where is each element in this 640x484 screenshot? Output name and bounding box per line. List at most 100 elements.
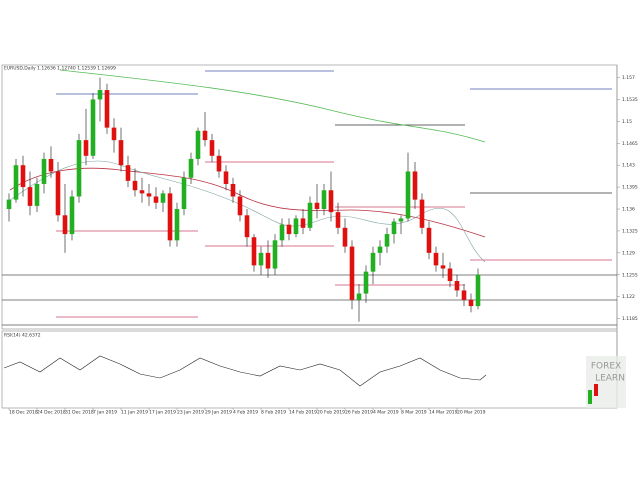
watermark-icon	[588, 390, 592, 404]
candle-body	[286, 224, 292, 235]
y-tick-label: 1.122	[622, 294, 635, 300]
candle-body	[391, 221, 397, 235]
candle-body	[230, 183, 236, 197]
x-tick-label: 4 Feb 2019	[233, 410, 258, 416]
y-tick-label: 1.1185	[622, 316, 638, 322]
moving-average	[59, 69, 486, 143]
candle-body	[377, 246, 383, 253]
candle-body	[125, 165, 131, 181]
candle-body	[279, 224, 285, 241]
candle-body	[398, 218, 404, 222]
candle-body	[167, 193, 173, 241]
candle-body	[181, 177, 187, 210]
candle-body	[314, 202, 320, 210]
candle-body	[174, 209, 180, 241]
x-tick-label: 23 Jan 2019	[177, 410, 204, 416]
candle-body	[223, 171, 229, 184]
candle-body	[475, 274, 481, 307]
candle-body	[20, 165, 26, 188]
candle-body	[349, 246, 355, 300]
candle-body	[34, 183, 40, 206]
candle-body	[153, 196, 159, 203]
candle-body	[321, 190, 327, 210]
candle-body	[440, 265, 446, 269]
candle-body	[356, 293, 362, 300]
x-tick-label: 20 Feb 2019	[317, 410, 345, 416]
y-tick-label: 1.129	[622, 250, 635, 256]
y-tick-label: 1.1325	[622, 228, 638, 234]
symbol-info: EURUSD,Daily 1.12636 1.12740 1.12539 1.1…	[4, 66, 116, 72]
candle-body	[447, 268, 453, 282]
candle-body	[258, 252, 264, 266]
candle-body	[27, 187, 33, 206]
x-tick-label: 7 Jan 2019	[93, 410, 117, 416]
candle-body	[461, 290, 467, 300]
watermark-text: LEARN	[595, 374, 625, 384]
candle-body	[363, 271, 369, 294]
x-tick-label: 4 Mar 2019	[373, 410, 399, 416]
candle-body	[328, 190, 334, 213]
y-tick-label: 1.157	[622, 75, 635, 81]
watermark-icon	[594, 384, 598, 396]
candle-body	[342, 227, 348, 247]
candle-body	[202, 130, 208, 141]
chart-window	[2, 62, 636, 414]
candle-body	[300, 218, 306, 228]
levels	[2, 70, 617, 326]
candle-body	[188, 158, 194, 178]
candle-body	[13, 165, 19, 200]
x-tick-label: 31 Dec 2018	[65, 410, 94, 416]
x-tick-label: 20 Mar 2019	[457, 410, 486, 416]
candle-body	[412, 171, 418, 200]
candle-body	[41, 158, 47, 184]
candle-body	[195, 130, 201, 159]
candle-body	[55, 171, 61, 216]
candle-body	[90, 99, 96, 156]
candle-body	[146, 193, 152, 197]
candle-body	[265, 252, 271, 269]
candle-body	[139, 190, 145, 194]
candle-body	[76, 140, 82, 197]
watermark-text: FOREX	[591, 362, 621, 372]
candle-body	[426, 227, 432, 253]
y-tick-label: 1.1255	[622, 272, 638, 278]
y-tick-label: 1.1535	[622, 97, 638, 103]
candle-body	[419, 199, 425, 228]
candle-body	[293, 218, 299, 235]
candle-body	[209, 140, 215, 156]
candle-body	[48, 158, 54, 172]
y-tick-label: 1.136	[622, 207, 635, 213]
y-tick-label: 1.143	[622, 163, 635, 169]
candle-body	[111, 127, 117, 141]
candle-body	[307, 202, 313, 228]
rsi-line	[3, 355, 487, 387]
candle-body	[370, 252, 376, 272]
candle-body	[251, 237, 257, 266]
candle-body	[97, 90, 103, 100]
candle-body	[468, 299, 474, 307]
candle-body	[69, 196, 75, 235]
candle-body	[272, 240, 278, 269]
candle-body	[118, 140, 124, 166]
x-tick-label: 14 Feb 2019	[289, 410, 317, 416]
x-tick-label: 26 Feb 2019	[345, 410, 373, 416]
y-tick-label: 1.1465	[622, 141, 638, 147]
indicator-info: RSI(14) 42.6372	[4, 333, 41, 339]
x-tick-label: 11 Jan 2019	[121, 410, 148, 416]
y-tick-label: 1.1395	[622, 185, 638, 191]
x-tick-label: 8 Mar 2019	[401, 410, 427, 416]
candle-body	[83, 140, 89, 156]
x-tick-label: 14 Mar 2019	[429, 410, 458, 416]
y-tick-label: 1.15	[622, 119, 632, 125]
candle-body	[335, 212, 341, 228]
x-tick-label: 8 Feb 2019	[261, 410, 286, 416]
candle-body	[62, 215, 68, 235]
x-tick-label: 24 Dec 2018	[37, 410, 66, 416]
candle-body	[405, 171, 411, 219]
candle-body	[244, 215, 250, 238]
x-tick-label: 29 Jan 2019	[205, 410, 232, 416]
candle-body	[454, 281, 460, 291]
watermark: FOREX LEARN	[586, 356, 626, 408]
